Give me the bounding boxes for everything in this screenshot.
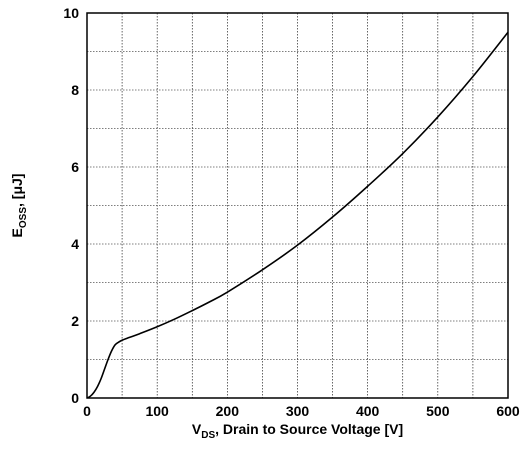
y-tick-label: 6 — [71, 159, 79, 175]
x-tick-label: 600 — [496, 403, 520, 419]
x-axis-title-main: V — [192, 421, 202, 437]
y-axis-title: EOSS, [μJ] — [9, 174, 29, 238]
y-tick-label: 8 — [71, 82, 79, 98]
y-axis-ticks: 0 2 4 6 8 10 — [63, 5, 79, 406]
series-line-eoss — [86, 31, 509, 399]
x-tick-label: 400 — [356, 403, 380, 419]
x-tick-label: 0 — [83, 403, 91, 419]
x-axis-ticks: 0 100 200 300 400 500 600 — [83, 403, 520, 419]
x-tick-label: 200 — [216, 403, 240, 419]
x-axis-title-subscript: DS — [201, 430, 215, 441]
x-axis-title: VDS, Drain to Source Voltage [V] — [192, 421, 403, 441]
x-tick-label: 300 — [286, 403, 310, 419]
x-axis-title-rest: , Drain to Source Voltage [V] — [215, 421, 403, 437]
y-tick-label: 10 — [63, 5, 79, 21]
y-tick-label: 2 — [71, 313, 79, 329]
x-tick-label: 500 — [426, 403, 450, 419]
x-tick-label: 100 — [145, 403, 169, 419]
y-tick-label: 4 — [71, 236, 79, 252]
y-axis-title-subscript: OSS — [18, 207, 29, 228]
y-axis-title-main: E — [9, 228, 25, 237]
y-tick-label: 0 — [71, 390, 79, 406]
plot-area-frame — [86, 12, 509, 399]
y-axis-title-rest: , [μJ] — [9, 174, 25, 207]
grid-lines — [87, 13, 508, 398]
